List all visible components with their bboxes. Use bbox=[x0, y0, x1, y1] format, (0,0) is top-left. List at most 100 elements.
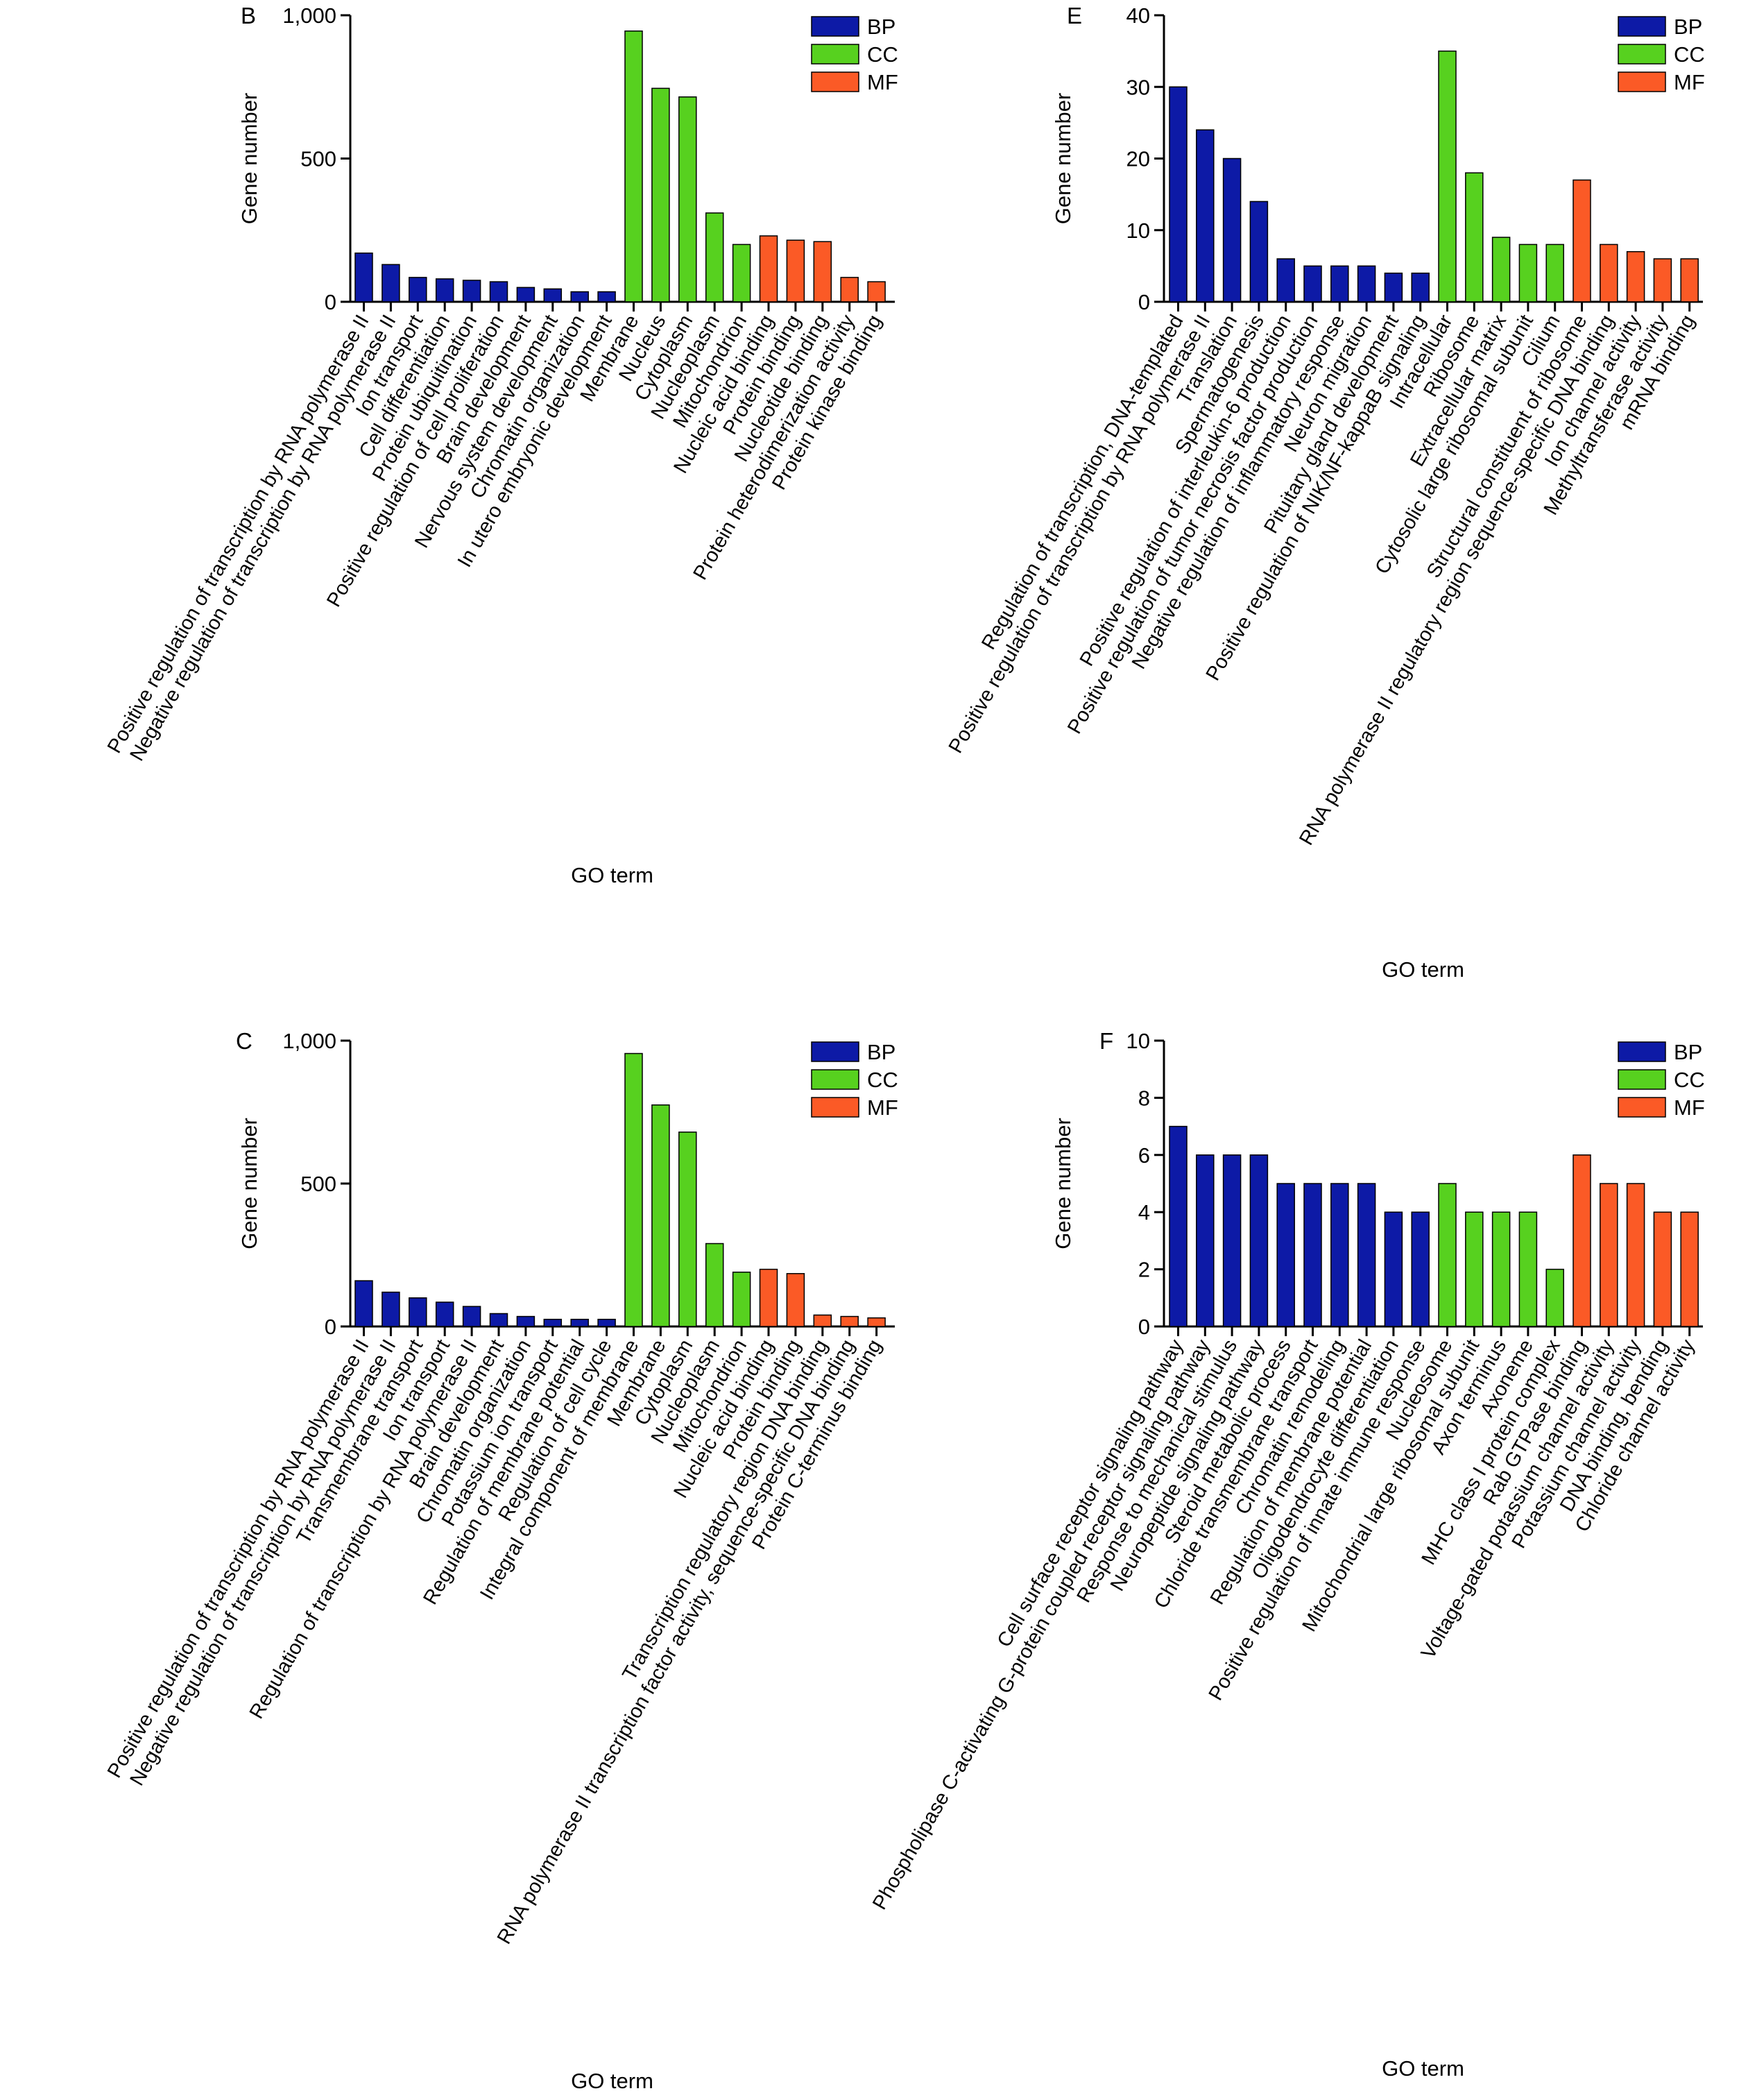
bar bbox=[867, 1317, 886, 1327]
legend-swatch-cc bbox=[1618, 44, 1666, 65]
legend-swatch-cc bbox=[811, 44, 859, 65]
bar bbox=[354, 1280, 373, 1327]
y-tick-label: 40 bbox=[1126, 3, 1150, 28]
bar bbox=[651, 1104, 670, 1327]
bar bbox=[1169, 86, 1188, 302]
legend-label: BP bbox=[1674, 1040, 1702, 1064]
y-tick-label: 500 bbox=[300, 147, 336, 171]
bar bbox=[759, 1268, 778, 1327]
bar bbox=[705, 212, 724, 302]
bar bbox=[1438, 50, 1457, 302]
bar bbox=[1438, 1183, 1457, 1327]
bar bbox=[382, 1291, 400, 1327]
legend-label: BP bbox=[867, 1040, 896, 1064]
legend-swatch-mf bbox=[1618, 1097, 1666, 1118]
bar bbox=[1545, 244, 1564, 302]
y-tick-label: 10 bbox=[1126, 219, 1150, 243]
x-axis-label: GO term bbox=[1382, 2056, 1464, 2081]
bar bbox=[1653, 258, 1672, 302]
bar bbox=[1600, 1183, 1618, 1327]
y-axis-label: Gene number bbox=[237, 1118, 262, 1249]
legend-swatch-bp bbox=[811, 1041, 859, 1062]
legend-label: CC bbox=[867, 1068, 898, 1092]
y-axis-label: Gene number bbox=[1051, 1118, 1075, 1249]
bar bbox=[435, 1301, 454, 1327]
bar bbox=[1465, 1211, 1484, 1327]
bar bbox=[1680, 1211, 1699, 1327]
legend-swatch-bp bbox=[1618, 1041, 1666, 1062]
x-axis-label: GO term bbox=[571, 2069, 653, 2093]
bar bbox=[1653, 1211, 1672, 1327]
panel-letter: E bbox=[1067, 3, 1082, 28]
legend-label: CC bbox=[867, 42, 898, 67]
bar bbox=[1680, 258, 1699, 302]
x-tick-label: Positive regulation of transcription by … bbox=[103, 311, 374, 758]
bar bbox=[1491, 1211, 1511, 1327]
bar bbox=[678, 1132, 697, 1327]
bar bbox=[1196, 129, 1215, 302]
legend-swatch-cc bbox=[811, 1069, 859, 1090]
bar bbox=[813, 241, 832, 302]
y-tick-label: 1,000 bbox=[282, 3, 336, 28]
panel-letter: F bbox=[1099, 1028, 1113, 1054]
legend-swatch-mf bbox=[811, 1097, 859, 1118]
bar bbox=[651, 87, 670, 302]
y-axis-label: Gene number bbox=[237, 93, 262, 225]
bar bbox=[1330, 265, 1349, 302]
bar bbox=[597, 1318, 616, 1327]
bar bbox=[1573, 1154, 1591, 1327]
y-tick-label: 500 bbox=[300, 1172, 336, 1196]
bar bbox=[732, 1271, 751, 1327]
bar bbox=[1626, 250, 1645, 302]
y-tick-label: 20 bbox=[1126, 147, 1150, 171]
y-axis-label: Gene number bbox=[1051, 93, 1075, 225]
legend-swatch-cc bbox=[1618, 1069, 1666, 1090]
bar bbox=[732, 244, 751, 302]
y-tick-label: 0 bbox=[325, 1315, 336, 1339]
legend-label: CC bbox=[1674, 1068, 1705, 1092]
legend-swatch-mf bbox=[811, 71, 859, 92]
panel-letter: B bbox=[241, 3, 256, 28]
legend-label: CC bbox=[1674, 42, 1705, 67]
bar bbox=[1357, 265, 1376, 302]
legend-swatch-bp bbox=[1618, 16, 1666, 37]
bar bbox=[462, 280, 481, 302]
bar bbox=[1384, 1211, 1403, 1327]
legend-label: MF bbox=[1674, 70, 1705, 94]
bar bbox=[1411, 272, 1430, 302]
bar bbox=[516, 1315, 535, 1327]
bar bbox=[1276, 258, 1295, 302]
bar bbox=[1169, 1125, 1188, 1327]
bar bbox=[409, 1297, 427, 1327]
bar bbox=[597, 291, 616, 302]
bar bbox=[382, 264, 400, 302]
bar bbox=[624, 30, 643, 302]
bar bbox=[867, 281, 886, 302]
bar bbox=[1600, 244, 1618, 302]
legend-swatch-mf bbox=[1618, 71, 1666, 92]
bar bbox=[1357, 1183, 1376, 1327]
x-tick-label: Phospholipase C-activating G-protein cou… bbox=[868, 1335, 1215, 1913]
bar bbox=[759, 235, 778, 302]
bar bbox=[705, 1243, 724, 1327]
bar bbox=[435, 278, 454, 302]
bar bbox=[1411, 1211, 1430, 1327]
legend-swatch-bp bbox=[811, 16, 859, 37]
y-tick-label: 2 bbox=[1138, 1258, 1150, 1282]
legend-label: MF bbox=[867, 70, 898, 94]
bar bbox=[1491, 237, 1511, 302]
bar bbox=[462, 1306, 481, 1327]
bar bbox=[354, 253, 373, 302]
y-tick-label: 4 bbox=[1138, 1200, 1150, 1224]
bar bbox=[1303, 1183, 1322, 1327]
bar bbox=[786, 239, 805, 302]
x-axis-label: GO term bbox=[571, 863, 653, 887]
legend-label: MF bbox=[1674, 1095, 1705, 1120]
bar bbox=[1330, 1183, 1349, 1327]
bar bbox=[840, 277, 859, 302]
bar bbox=[1276, 1183, 1295, 1327]
